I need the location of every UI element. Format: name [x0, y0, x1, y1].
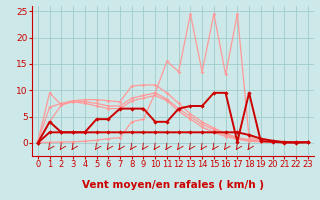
X-axis label: Vent moyen/en rafales ( km/h ): Vent moyen/en rafales ( km/h ): [82, 180, 264, 190]
